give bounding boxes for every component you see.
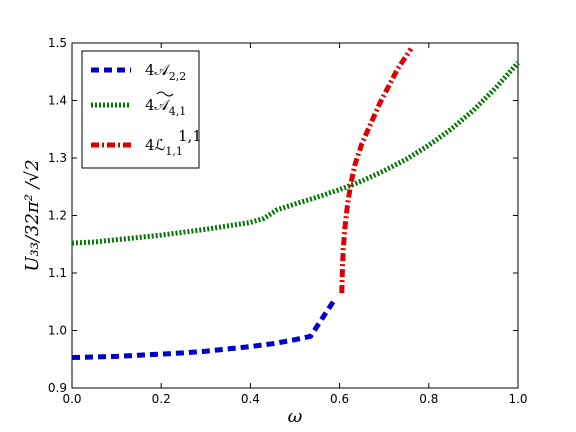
legend-label-1: 4𝒜2,2 (145, 61, 186, 83)
y-tick-label: 1.3 (48, 151, 67, 165)
series-line-3 (339, 47, 414, 294)
series-lines (71, 47, 520, 360)
x-tick-label: 0.4 (241, 392, 260, 406)
svg-text:U₃₃/32π² /√2: U₃₃/32π² /√2 (22, 159, 43, 271)
y-tick-label: 1.2 (48, 209, 67, 223)
legend-frame (81, 50, 200, 169)
y-tick-label: 1.1 (48, 266, 67, 280)
series-line-2 (71, 60, 520, 246)
x-tick-label: 0.2 (152, 392, 171, 406)
series-line-1 (71, 297, 338, 360)
y-tick-label: 1.4 (48, 94, 67, 108)
legend-label-3: 4ℒ1,1 (145, 136, 183, 158)
x-tick-label: 0.0 (62, 392, 81, 406)
legend-label-2: 4𝒜4,1 (145, 96, 186, 118)
legend: 4𝒜2,2 4𝒜4,1 4ℒ1,11,1 (81, 50, 202, 169)
x-tick-label: 0.8 (419, 392, 438, 406)
x-axis-ticks: 0.0 0.2 0.4 0.6 0.8 1.0 (62, 43, 528, 406)
y-tick-label: 1.5 (48, 36, 67, 50)
x-tick-label: 0.6 (330, 392, 349, 406)
y-axis-ticks: 0.9 1.0 1.1 1.2 1.3 1.4 1.5 (48, 36, 518, 395)
x-tick-label: 1.0 (508, 392, 527, 406)
legend-tilde-mark (156, 91, 174, 97)
legend-superscript-3: 1,1 (178, 127, 202, 145)
y-tick-label: 1.0 (48, 324, 67, 338)
x-axis-label: ω (288, 406, 303, 427)
y-axis-label: U₃₃/32π² /√2 (22, 159, 43, 271)
y-tick-label: 0.9 (48, 381, 67, 395)
